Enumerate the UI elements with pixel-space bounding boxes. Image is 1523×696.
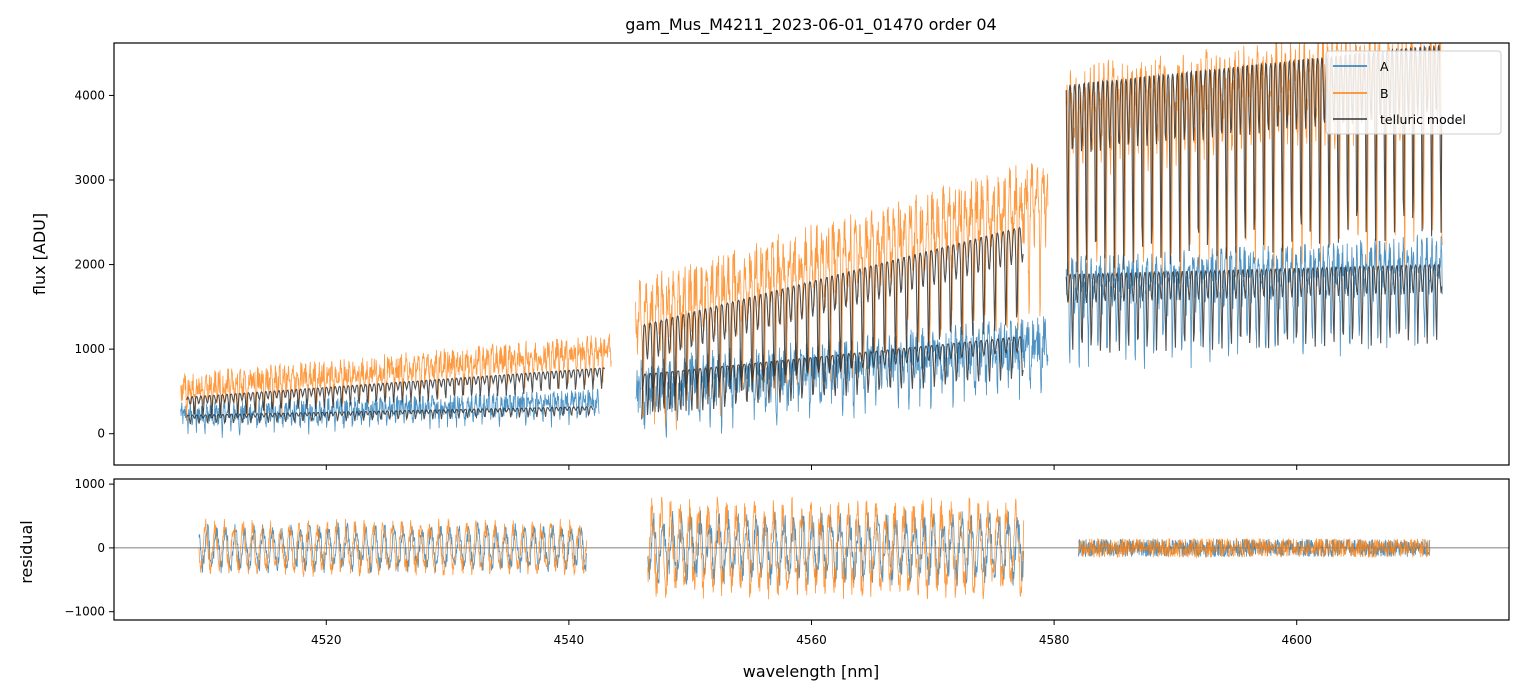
x-tick-label: 4520 [311,633,342,647]
legend-label-telluric: telluric model [1380,112,1466,127]
series-a-line [180,388,600,438]
bottom-y-tick-label: −1000 [64,605,105,619]
top-y-tick-label: 1000 [74,342,105,356]
bottom-y-tick-label: 1000 [74,477,105,491]
series-telluric-line [186,406,594,425]
bottom-panel: −1000 0 1000 4520 4540 4560 4580 4600 residual [17,477,1510,647]
bottom-y-tick-label: 0 [97,541,105,555]
series-b-line [180,333,612,422]
top-panel: 0 1000 2000 3000 4000 flux [ADU] A B telluri… [30,42,1510,470]
legend-label-a: A [1380,59,1389,74]
bottom-x-axis: 4520 4540 4560 4580 4600 [311,620,1312,647]
bottom-y-axis-label: residual [17,520,36,583]
legend: A B telluric model [1325,50,1502,135]
bottom-y-axis: −1000 0 1000 [64,477,114,619]
x-tick-label: 4600 [1281,633,1312,647]
top-y-tick-label: 2000 [74,258,105,272]
x-tick-label: 4560 [796,633,827,647]
top-y-tick-label: 0 [97,427,105,441]
residual-series-b-line [1078,537,1431,559]
x-axis-label: wavelength [nm] [743,662,880,681]
bottom-plot-area [114,496,1509,600]
legend-label-b: B [1380,86,1389,101]
top-y-axis-label: flux [ADU] [30,213,49,295]
series-telluric-line [186,367,606,416]
x-tick-label: 4580 [1039,633,1070,647]
top-y-axis: 0 1000 2000 3000 4000 [74,88,114,441]
top-y-tick-label: 4000 [74,88,105,102]
series-a-line [1065,234,1443,369]
top-y-tick-label: 3000 [74,173,105,187]
legend-frame [1325,50,1502,135]
series-telluric-line [641,336,1024,416]
top-x-axis-ticks [325,465,1298,470]
x-tick-label: 4540 [554,633,585,647]
series-telluric-line [1065,263,1443,353]
series-telluric-line [641,226,1024,420]
series-b-line [1065,43,1443,305]
chart-title: gam_Mus_M4211_2023-06-01_01470 order 04 [625,15,996,35]
residual-series-b-line [647,496,1025,600]
residual-series-b-line [198,518,588,578]
